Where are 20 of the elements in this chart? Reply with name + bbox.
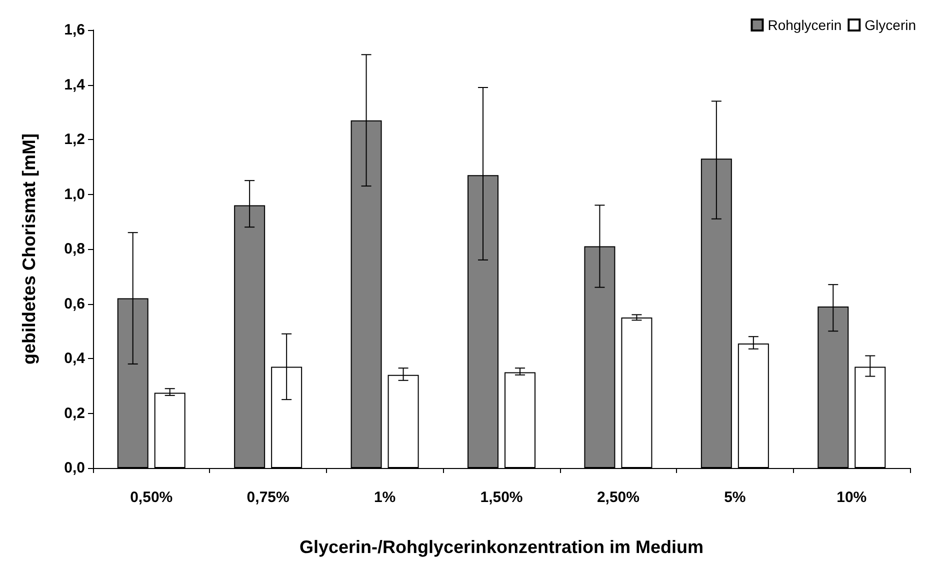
y-tick-label: 0,8 (64, 240, 85, 258)
x-tick-label: 0,75% (246, 489, 290, 506)
legend-label: Rohglycerin (768, 17, 842, 33)
x-axis-title: Glycerin-/Rohglycerinkonzentration im Medium (299, 537, 704, 557)
y-tick-label: 1,0 (64, 186, 85, 203)
x-tick-label: 1% (374, 489, 396, 506)
y-tick-label: 1,4 (64, 76, 86, 94)
y-tick-label: 1,2 (64, 131, 85, 148)
x-tick-label: 1,50% (480, 489, 523, 506)
x-tick-label: 2,50% (596, 489, 640, 506)
y-tick-label: 0,0 (64, 460, 85, 476)
y-tick-label: 0,4 (64, 350, 86, 367)
y-tick-label: 0,6 (64, 295, 85, 312)
x-tick-label: 10% (836, 489, 867, 506)
legend-label: Glycerin (864, 17, 916, 33)
y-axis-title: gebildetes Chorismat [mM] (19, 133, 39, 365)
x-tick-label: 0,50% (130, 489, 173, 506)
y-tick-label: 1,6 (64, 22, 85, 38)
x-tick-label: 5% (724, 489, 746, 506)
y-tick-label: 0,2 (64, 404, 85, 422)
